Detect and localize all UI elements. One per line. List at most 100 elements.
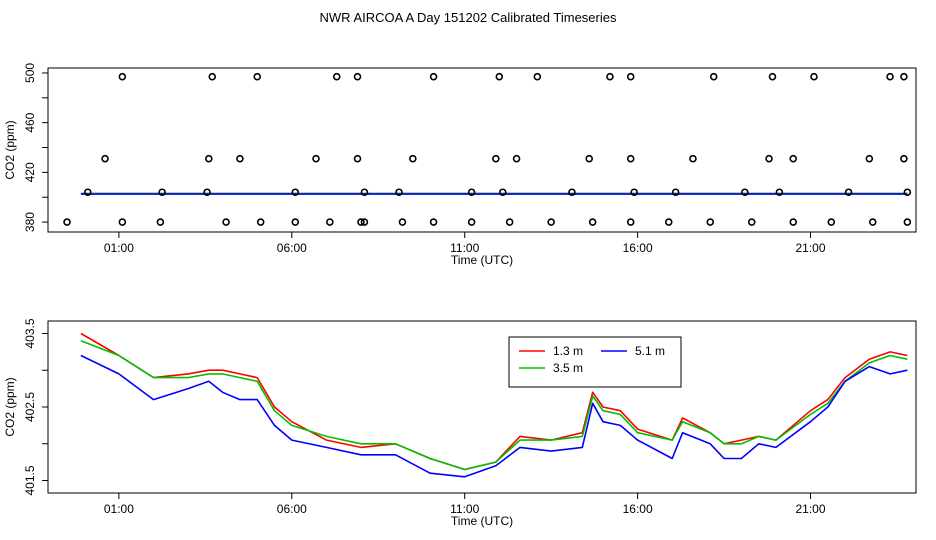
flask-point: [492, 154, 500, 163]
flask-point: [585, 154, 594, 163]
flask-point: [360, 188, 369, 197]
flask-point: [360, 218, 369, 226]
x-tick-label: 11:00: [450, 241, 479, 255]
flask-point: [775, 188, 784, 197]
timeseries-panel: 01:00 06:00 11:00 16:00 21:00 Time (UTC) 401.5…: [3, 318, 917, 528]
plot-frame: [47, 320, 917, 494]
page-title: NWR AIRCOA A Day 151202 Calibrated Times…: [320, 10, 617, 25]
flask-point: [810, 72, 818, 81]
x-tick-label: 21:00: [796, 502, 826, 516]
flask-point: [158, 188, 166, 197]
flask-point: [689, 154, 697, 163]
legend-label: 3.5 m: [553, 361, 583, 375]
flask-point: [312, 154, 320, 163]
flask-point: [747, 218, 756, 226]
flask-point: [671, 188, 680, 197]
x-tick-label: 01:00: [104, 502, 134, 516]
y-axis-label: CO2 (ppm): [3, 377, 17, 436]
flask-point: [208, 72, 217, 81]
flask-point: [886, 72, 894, 81]
x-tick-label: 01:00: [104, 241, 134, 255]
flask-point: [765, 154, 773, 163]
y-tick-label: 500: [23, 63, 37, 83]
flask-point: [900, 154, 908, 163]
x-tick-label: 06:00: [277, 502, 307, 516]
flask-point: [588, 218, 597, 226]
flask-point: [467, 218, 476, 226]
flask-point: [291, 218, 300, 226]
flask-point: [664, 218, 673, 226]
flask-point: [118, 218, 127, 226]
y-tick-label: 460: [23, 112, 37, 132]
flask-point: [868, 218, 877, 226]
flask-point: [236, 154, 244, 163]
flask-point: [256, 218, 265, 226]
flask-point: [709, 72, 718, 81]
flask-point: [789, 154, 798, 163]
flask-point: [903, 188, 912, 197]
flask-point: [498, 188, 507, 197]
flask-point: [630, 188, 638, 197]
flask-point: [332, 72, 341, 81]
y-tick-label: 401.5: [23, 465, 37, 495]
plot-frame: [47, 67, 917, 233]
x-tick-label: 11:00: [450, 502, 479, 516]
x-axis-label: Time (UTC): [451, 514, 513, 528]
flask-point: [900, 72, 908, 81]
flask-point: [353, 154, 362, 163]
flask-point: [844, 188, 853, 197]
legend-label: 1.3 m: [553, 344, 583, 358]
flask-point: [205, 154, 213, 163]
x-tick-label: 16:00: [623, 241, 653, 255]
flask-point: [626, 154, 635, 163]
flask-point: [626, 72, 635, 81]
flask-point: [203, 188, 211, 197]
legend: 1.3 m 5.1 m 3.5 m: [508, 336, 682, 388]
series-line-1-3m: [80, 332, 908, 471]
flask-point: [156, 218, 165, 226]
flask-point: [429, 218, 438, 226]
flask-point: [827, 218, 836, 226]
flask-point: [606, 72, 614, 81]
x-axis-label: Time (UTC): [451, 253, 513, 267]
flask-point: [865, 154, 874, 163]
flask-scatter-panel: 01:00 06:00 11:00 16:00 21:00 Time (UTC) 380 42…: [3, 63, 917, 267]
flask-point: [903, 218, 912, 226]
series-line-5-1m: [80, 354, 908, 478]
flask-point: [398, 218, 407, 226]
series-line-3-5m: [80, 340, 908, 471]
flask-point: [547, 218, 555, 226]
flask-point: [505, 218, 514, 226]
x-tick-label: 16:00: [623, 502, 653, 516]
flask-point: [326, 218, 334, 226]
y-tick-label: 402.5: [23, 392, 37, 422]
flask-point: [63, 218, 71, 226]
flask-point: [83, 188, 92, 197]
legend-box: [508, 336, 682, 388]
y-tick-label: 420: [23, 162, 37, 182]
flask-point: [626, 218, 635, 226]
flask-point: [568, 188, 576, 197]
flask-point: [395, 188, 403, 197]
flask-point: [741, 188, 749, 197]
flask-point: [467, 188, 476, 197]
flask-point: [253, 72, 262, 81]
flask-point: [533, 72, 542, 81]
flask-point: [789, 218, 798, 226]
x-tick-label: 21:00: [796, 241, 826, 255]
flask-point: [409, 154, 417, 163]
flask-point: [768, 72, 777, 81]
plot-area: [80, 332, 908, 478]
flask-point: [353, 72, 362, 81]
flask-point: [357, 218, 365, 226]
flask-point: [291, 188, 300, 197]
legend-label: 5.1 m: [635, 344, 665, 358]
flask-point: [118, 72, 127, 81]
plot-area: [63, 72, 912, 226]
y-tick-label: 380: [23, 212, 37, 232]
flask-point: [101, 154, 109, 163]
flask-point: [222, 218, 230, 226]
flask-point: [512, 154, 521, 163]
flask-point: [706, 218, 715, 226]
